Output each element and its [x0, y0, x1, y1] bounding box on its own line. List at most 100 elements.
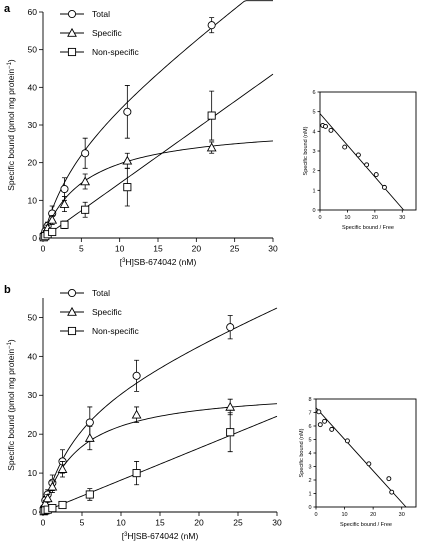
a-main-y-label: Specific bound (pmol mg protein−1) [6, 59, 16, 191]
a-main-legend-label: Specific [92, 28, 123, 38]
y-label-superscript: −1 [7, 341, 13, 348]
a-main-y-tick-label: 40 [28, 82, 38, 92]
a-main-total-point [81, 149, 90, 158]
a-main-x-tick-label: 20 [192, 244, 202, 254]
x-label-text: H]SB-674042 (nM) [127, 531, 198, 541]
b-main-specific-point [42, 493, 53, 503]
b-main-non-specific-point [58, 500, 67, 510]
a-main-total-point [60, 184, 69, 194]
b-main-specific-point [47, 481, 58, 491]
b-main-specific-point [131, 409, 142, 419]
a-main-y-tick-label: 60 [28, 7, 38, 17]
b-main-legend-label: Specific [92, 307, 123, 317]
y-label-text: Specific bound (pmol mg protein [6, 349, 16, 471]
a-main-x-tick-label: 5 [79, 244, 84, 254]
a-inset-frame [319, 91, 417, 211]
a-main-y-tick-label: 0 [32, 233, 37, 243]
b-main-x-tick-label: 0 [41, 518, 46, 528]
b-main-total-point [132, 371, 141, 380]
a-main-non-specific-point [81, 205, 90, 214]
b-inset-y-tick-label: 6 [308, 424, 311, 430]
a-inset-y-label: Specific bound (nM) [303, 126, 309, 175]
a-main-legend-marker [67, 9, 77, 19]
b-main-non-specific-point [48, 504, 57, 513]
b-inset-x-label: Specific bound / Free [340, 522, 392, 528]
b-inset-y-tick-label: 5 [308, 437, 311, 443]
a-main-panel-label: a [4, 3, 11, 15]
b-inset-x-tick-label: 0 [314, 512, 317, 518]
y-label-close: ) [6, 59, 16, 62]
b-main-legend-label: Total [92, 288, 110, 298]
b-main-y-tick-label: 50 [28, 312, 38, 322]
a-inset-y-tick-label: 3 [312, 149, 315, 155]
a-main-non-specific-point [60, 220, 69, 229]
b-inset-y-label: Specific bound (nM) [299, 428, 305, 477]
a-main-y-tick-label: 30 [28, 120, 38, 130]
b-main-legend-marker [67, 306, 77, 316]
a-main-non-specific-fit-curve [42, 73, 274, 239]
a-main-total-fit-curve [42, 0, 273, 239]
b-main-y-tick-label: 10 [28, 468, 38, 478]
b-main-non-specific-point [132, 469, 141, 478]
b-inset-points-point [344, 438, 350, 444]
b-inset-frame [315, 398, 417, 508]
x-label-text: H]SB-674042 (nM) [125, 257, 196, 267]
b-main-non-specific-point [226, 428, 235, 437]
a-main-x-label: [3H]SB-674042 (nM) [120, 257, 197, 267]
b-main-x-tick-label: 15 [155, 518, 165, 528]
b-inset-x-tick-label: 30 [399, 512, 405, 518]
a-inset-fit-line [319, 113, 404, 211]
a-inset-points-point [364, 162, 370, 168]
b-main-legend-marker [67, 326, 77, 336]
y-label-close: ) [6, 339, 16, 342]
b-main-y-tick-label: 0 [32, 507, 37, 517]
a-main-specific-fit-curve [42, 140, 274, 239]
b-main-specific-fit-curve [42, 403, 278, 513]
b-inset-y-tick-label: 0 [308, 505, 311, 511]
a-main-legend-label: Non-specific [92, 47, 140, 57]
a-main-non-specific-point [48, 227, 57, 237]
a-inset-x-label: Specific bound / Free [342, 225, 394, 231]
a-main-x-tick-label: 15 [153, 244, 163, 254]
x-label-bracket: [ [122, 531, 125, 541]
a-main-specific-point [206, 142, 217, 152]
b-inset-points-point [322, 418, 328, 424]
a-main-legend-label: Total [92, 9, 110, 19]
a-inset-points-point [323, 123, 328, 129]
a-inset-y-tick-label: 6 [312, 90, 315, 96]
a-inset-x-tick-label: 30 [399, 215, 405, 221]
a-inset-points-point [373, 172, 379, 178]
a-inset-points-point [382, 184, 387, 190]
a-inset-x-tick-label: 20 [372, 215, 378, 221]
b-main-x-tick-label: 25 [233, 518, 243, 528]
a-main-legend-marker [67, 27, 77, 37]
b-main-total-point [85, 418, 94, 427]
b-inset-y-tick-label: 2 [308, 478, 311, 484]
a-main-x-tick-label: 0 [41, 244, 46, 254]
b-main-specific-point [84, 433, 95, 442]
b-inset-points-point [329, 426, 335, 432]
a-main-specific-point [80, 176, 91, 186]
b-main-total-fit-curve [42, 307, 278, 513]
a-main-specific-point [122, 155, 133, 165]
a-inset-points-point [328, 127, 334, 133]
b-main-total-point [226, 323, 235, 332]
b-main-legend-label: Non-specific [92, 326, 140, 336]
b-main-y-label: Specific bound (pmol mg protein−1) [6, 339, 16, 471]
b-main-specific-point [57, 464, 68, 473]
b-main-non-specific-fit-curve [42, 415, 278, 513]
a-main-y-tick-label: 10 [28, 195, 38, 205]
a-main-x-tick-label: 30 [268, 244, 278, 254]
b-main-y-tick-label: 40 [28, 351, 38, 361]
a-inset-y-tick-label: 2 [312, 169, 315, 175]
a-inset-y-tick-label: 0 [312, 208, 315, 214]
b-main-panel-label: b [4, 284, 11, 296]
b-inset-points-point [366, 461, 372, 467]
b-main-y-tick-label: 30 [28, 390, 38, 400]
a-inset-y-tick-label: 5 [312, 110, 315, 116]
b-inset-points-point [389, 489, 395, 495]
b-main-legend-marker [67, 288, 77, 298]
b-main-x-tick-label: 30 [272, 518, 282, 528]
y-label-text: Specific bound (pmol mg protein [6, 69, 16, 191]
